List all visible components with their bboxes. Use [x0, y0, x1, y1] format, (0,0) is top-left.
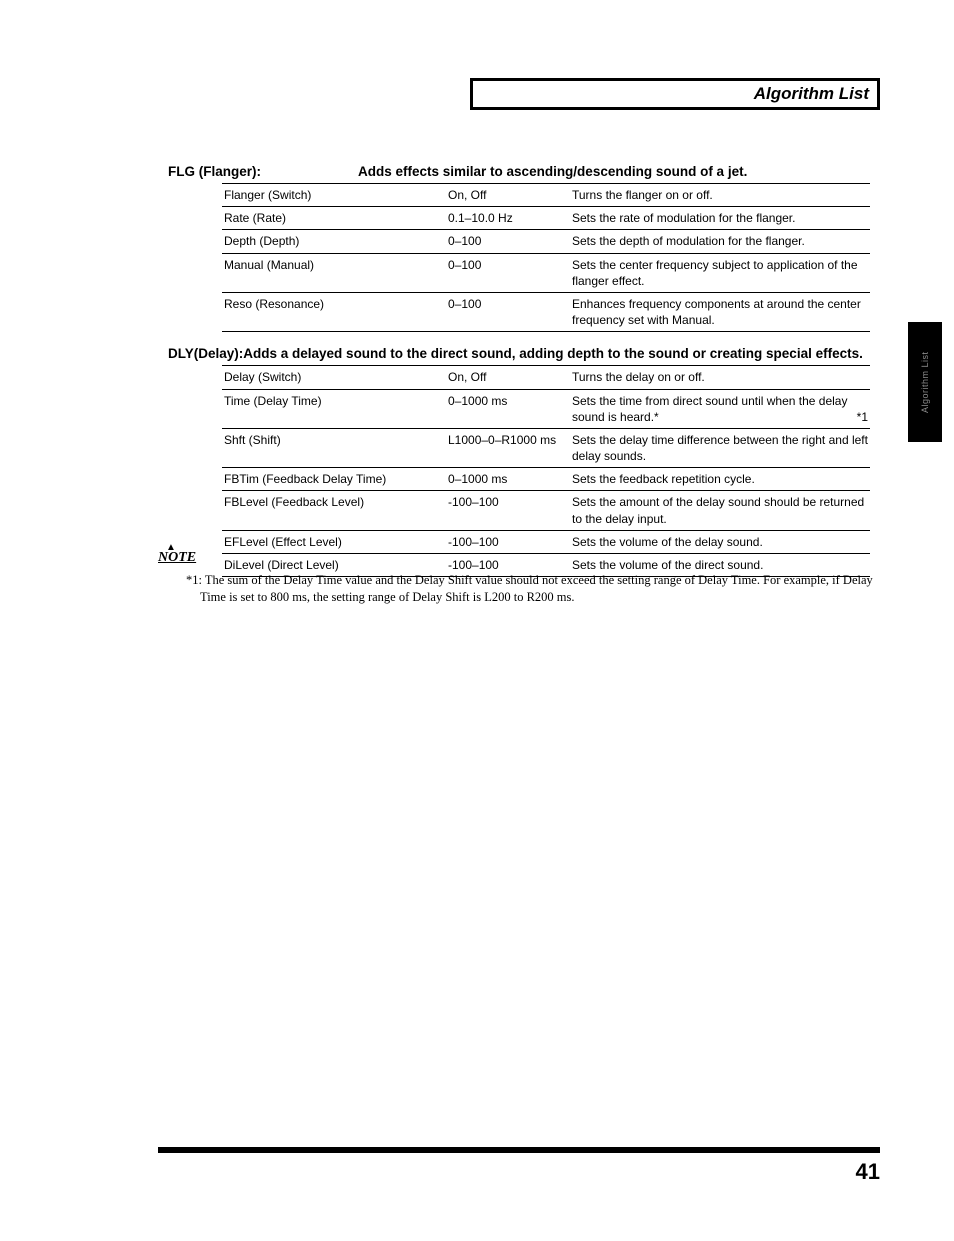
footnote-mark: *1: [857, 409, 868, 425]
parameter-table: Delay (Switch)On, OffTurns the delay on …: [222, 365, 870, 577]
header-box: Algorithm List: [470, 78, 880, 110]
note-block: ▲ NOTE *1: The sum of the Delay Time val…: [158, 548, 880, 606]
range-cell: 0.1–10.0 Hz: [446, 207, 570, 230]
param-cell: Rate (Rate): [222, 207, 446, 230]
table-row: FBTim (Feedback Delay Time)0–1000 msSets…: [222, 468, 870, 491]
note-icon: ▲ NOTE: [158, 550, 196, 565]
table-row: Depth (Depth)0–100Sets the depth of modu…: [222, 230, 870, 253]
range-cell: 0–100: [446, 292, 570, 331]
range-cell: 0–100: [446, 230, 570, 253]
desc-cell: Enhances frequency components at around …: [570, 292, 870, 331]
note-label: NOTE: [158, 550, 196, 565]
page-number: 41: [856, 1159, 880, 1185]
range-cell: -100–100: [446, 491, 570, 530]
table-row: Delay (Switch)On, OffTurns the delay on …: [222, 366, 870, 389]
param-cell: FBTim (Feedback Delay Time): [222, 468, 446, 491]
table-row: Rate (Rate)0.1–10.0 HzSets the rate of m…: [222, 207, 870, 230]
param-cell: Delay (Switch): [222, 366, 446, 389]
header-title: Algorithm List: [754, 84, 869, 104]
range-cell: 0–1000 ms: [446, 389, 570, 428]
desc-cell: Turns the flanger on or off.: [570, 184, 870, 207]
section-gap: [168, 332, 880, 346]
param-cell: Flanger (Switch): [222, 184, 446, 207]
param-cell: Shft (Shift): [222, 428, 446, 467]
table-row: Flanger (Switch)On, OffTurns the flanger…: [222, 184, 870, 207]
side-tab-label: Algorithm List: [920, 351, 930, 413]
section-name: FLG (Flanger):: [168, 164, 358, 179]
section-header: DLY(Delay):Adds a delayed sound to the d…: [168, 346, 880, 361]
range-cell: L1000–0–R1000 ms: [446, 428, 570, 467]
param-cell: FBLevel (Feedback Level): [222, 491, 446, 530]
side-tab: Algorithm List: [908, 322, 942, 442]
range-cell: On, Off: [446, 366, 570, 389]
desc-cell: Sets the time from direct sound until wh…: [570, 389, 870, 428]
param-cell: Time (Delay Time): [222, 389, 446, 428]
desc-cell: Sets the feedback repetition cycle.: [570, 468, 870, 491]
main-content: FLG (Flanger):Adds effects similar to as…: [168, 164, 880, 577]
section-header: FLG (Flanger):Adds effects similar to as…: [168, 164, 880, 179]
desc-cell: Sets the rate of modulation for the flan…: [570, 207, 870, 230]
note-caret-icon: ▲: [166, 542, 176, 553]
note-text: *1: The sum of the Delay Time value and …: [186, 572, 880, 606]
param-cell: Reso (Resonance): [222, 292, 446, 331]
desc-cell: Sets the amount of the delay sound shoul…: [570, 491, 870, 530]
parameter-table: Flanger (Switch)On, OffTurns the flanger…: [222, 183, 870, 332]
section-desc: Adds effects similar to ascending/descen…: [358, 164, 747, 179]
range-cell: 0–1000 ms: [446, 468, 570, 491]
desc-cell: Turns the delay on or off.: [570, 366, 870, 389]
footer-rule: [158, 1147, 880, 1153]
table-row: Shft (Shift)L1000–0–R1000 msSets the del…: [222, 428, 870, 467]
desc-cell: Sets the center frequency subject to app…: [570, 253, 870, 292]
table-row: Manual (Manual)0–100Sets the center freq…: [222, 253, 870, 292]
range-cell: On, Off: [446, 184, 570, 207]
table-row: FBLevel (Feedback Level)-100–100Sets the…: [222, 491, 870, 530]
param-cell: Manual (Manual): [222, 253, 446, 292]
desc-cell: Sets the depth of modulation for the fla…: [570, 230, 870, 253]
table-row: Reso (Resonance)0–100Enhances frequency …: [222, 292, 870, 331]
range-cell: 0–100: [446, 253, 570, 292]
desc-cell: Sets the delay time difference between t…: [570, 428, 870, 467]
table-row: Time (Delay Time)0–1000 msSets the time …: [222, 389, 870, 428]
param-cell: Depth (Depth): [222, 230, 446, 253]
